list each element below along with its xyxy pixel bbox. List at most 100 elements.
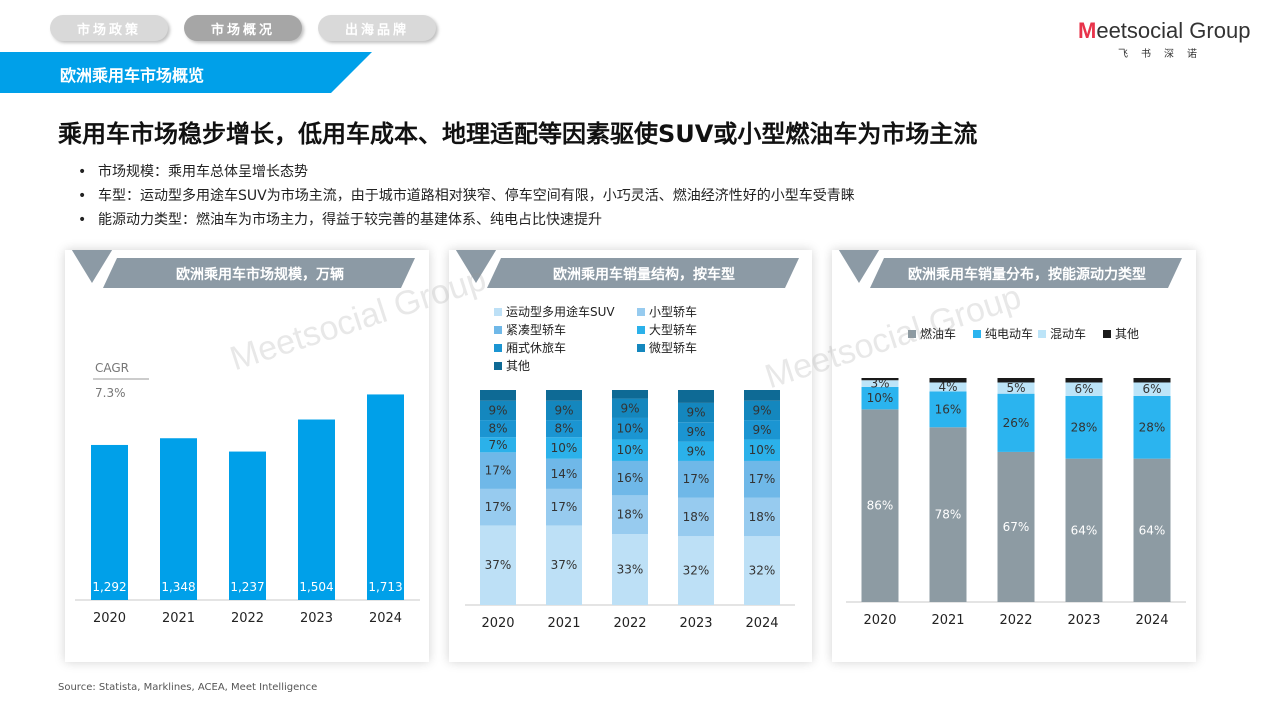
data-label: 33% <box>617 563 644 577</box>
legend-label: 运动型多用途车SUV <box>506 304 615 319</box>
bar-segment <box>546 458 582 489</box>
x-tick-label: 2024 <box>745 616 778 631</box>
legend-label: 混动车 <box>1050 326 1086 341</box>
legend-label: 微型轿车 <box>649 340 697 355</box>
x-tick-label: 2020 <box>93 611 126 626</box>
annotation-label: CAGR <box>95 361 129 375</box>
bar-segment <box>929 391 967 428</box>
legend-swatch <box>908 330 916 338</box>
legend-label: 其他 <box>506 359 530 373</box>
x-tick-label: 2022 <box>231 611 264 626</box>
legend-swatch <box>494 362 502 370</box>
data-label: 18% <box>617 508 644 522</box>
data-label: 4% <box>938 380 957 394</box>
tab-market-policy[interactable]: 市场政策 <box>50 15 168 41</box>
bar-segment <box>612 398 648 418</box>
x-tick-label: 2021 <box>547 616 580 631</box>
legend-swatch <box>494 344 502 352</box>
bar-segment <box>861 380 899 387</box>
tab-market-overview[interactable]: 市场概况 <box>184 15 302 41</box>
bar-segment <box>997 382 1035 394</box>
bar-segment <box>480 488 516 526</box>
bar-segment <box>546 525 582 605</box>
x-tick-label: 2021 <box>162 611 195 626</box>
data-label: 26% <box>1003 416 1030 430</box>
bar-segment <box>1065 382 1103 396</box>
tab-overseas-brands[interactable]: 出海品牌 <box>318 15 436 41</box>
chart-panel-market-size: 欧洲乘用车市场规模，万辆 1,292 2020 1,348 2021 1,237 2022 1… <box>65 250 429 662</box>
data-label: 18% <box>683 510 710 524</box>
panel-title: 欧洲乘用车市场规模，万辆 <box>176 266 344 283</box>
data-label: 8% <box>488 422 507 436</box>
bar-segment <box>744 439 780 461</box>
data-label: 6% <box>1142 382 1161 396</box>
data-label: 9% <box>554 403 573 417</box>
panel-title: 欧洲乘用车销量分布，按能源动力类型 <box>908 266 1146 283</box>
panel-title: 欧洲乘用车销量结构，按车型 <box>553 266 735 283</box>
data-label: 10% <box>749 443 776 457</box>
legend-swatch <box>637 326 645 334</box>
annotation-value: 7.3% <box>95 386 126 400</box>
bullet-market-size: 市场规模：乘用车总体呈增长态势 <box>78 160 855 184</box>
bar-segment <box>678 441 714 461</box>
bar-segment <box>744 390 780 401</box>
x-tick-label: 2024 <box>369 611 402 626</box>
x-tick-label: 2022 <box>613 616 646 631</box>
panel-title-band <box>103 258 415 288</box>
data-label: 14% <box>551 467 578 481</box>
bar-segment <box>861 409 899 602</box>
data-label: 32% <box>749 564 776 578</box>
bar-segment <box>997 378 1035 383</box>
bullet-energy-type: 能源动力类型：燃油车为市场主力，得益于较完善的基建体系、纯电占比快速提升 <box>78 208 855 232</box>
x-tick-label: 2021 <box>931 613 964 628</box>
bar-segment <box>744 400 780 421</box>
bar-segment <box>744 536 780 605</box>
data-label: 17% <box>683 472 710 486</box>
bar-segment <box>678 402 714 423</box>
bar-segment <box>612 534 648 605</box>
bar-segment <box>929 427 967 602</box>
data-label: 17% <box>749 472 776 486</box>
legend-label: 其他 <box>1115 327 1139 341</box>
bar-segment <box>612 417 648 440</box>
bar-segment <box>546 400 582 421</box>
data-label: 86% <box>867 499 894 513</box>
data-label: 9% <box>686 444 705 458</box>
bar-segment <box>1133 395 1171 459</box>
bar-segment <box>612 439 648 461</box>
x-tick-label: 2020 <box>863 613 896 628</box>
x-tick-label: 2023 <box>679 616 712 631</box>
x-tick-label: 2023 <box>300 611 333 626</box>
bar-segment <box>744 497 780 537</box>
bar <box>298 419 335 600</box>
chart-panel-energy-type: 欧洲乘用车销量分布，按能源动力类型 燃油车 纯电动车 混动车 其他 86% 10% 3% 202… <box>832 250 1196 662</box>
bar-segment <box>1065 395 1103 459</box>
data-label: 37% <box>485 558 512 572</box>
bar-segment <box>612 390 648 399</box>
data-label: 10% <box>551 441 578 455</box>
bar-segment <box>744 420 780 440</box>
bar-segment <box>678 460 714 498</box>
company-logo: Meetsocial Group 飞书深诺 <box>1078 18 1251 60</box>
panel-title-band <box>487 258 799 288</box>
bar-segment <box>1133 458 1171 602</box>
panel-title-chevron <box>71 250 113 283</box>
legend-swatch <box>494 308 502 316</box>
data-label: 1,504 <box>299 580 333 594</box>
data-label: 9% <box>488 403 507 417</box>
legend-swatch <box>494 326 502 334</box>
source-note: Source: Statista, Marklines, ACEA, Meet … <box>58 682 318 693</box>
panel-title-band <box>870 258 1182 288</box>
bar-segment <box>997 393 1035 452</box>
bar-segment <box>612 495 648 535</box>
legend-label: 小型轿车 <box>649 304 697 319</box>
legend-swatch <box>973 330 981 338</box>
bar-segment <box>480 437 516 453</box>
legend-swatch <box>637 344 645 352</box>
bar <box>160 438 197 600</box>
bar-segment <box>546 488 582 526</box>
panel-title-chevron <box>455 250 497 283</box>
bar <box>91 444 128 600</box>
